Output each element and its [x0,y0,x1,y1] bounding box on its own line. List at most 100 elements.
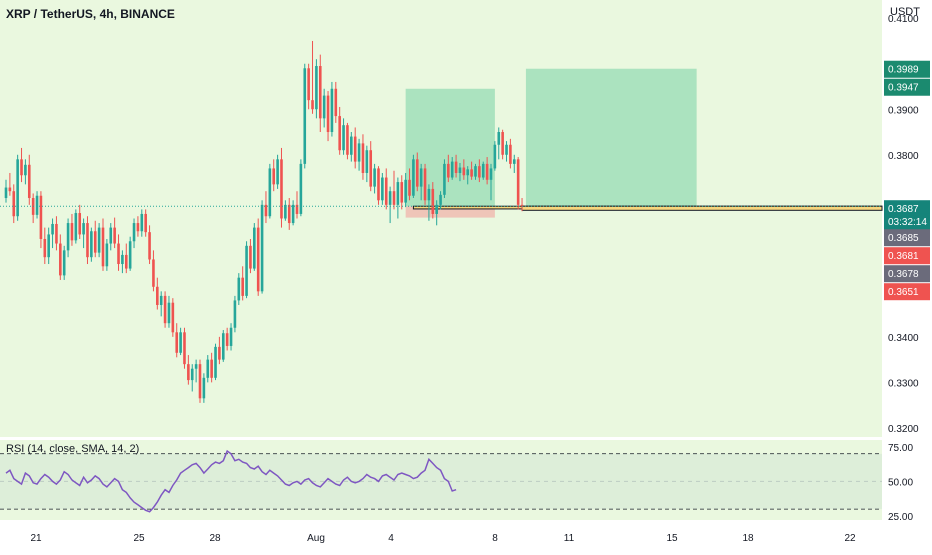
candle-body [264,204,268,217]
candle-body [148,232,151,260]
highlight-box[interactable] [521,205,883,211]
candle-body [198,364,202,399]
candle-body [253,227,256,269]
candle-body [338,116,341,151]
candle-body [509,144,512,164]
price-tick-label: 0.4100 [888,14,919,25]
candle-body [225,333,229,346]
candle-body [419,168,423,187]
price-label-text: 0.3681 [888,251,919,262]
price-tick-label: 0.3400 [888,333,919,344]
candle-body [330,88,334,133]
rsi-tick-label: 25.00 [888,512,913,523]
time-tick-label: 21 [30,533,42,544]
candle-body [489,168,493,180]
candle-body [82,223,85,235]
price-label-text: 0.3989 [888,65,919,76]
plot-background [0,0,882,437]
candle-body [466,169,470,176]
rsi-line [5,449,457,513]
candle-body [520,204,524,207]
price-tick-label: 0.3200 [888,424,919,435]
candle-body [229,327,233,346]
profit-zone[interactable] [405,88,495,207]
price-tick-label: 0.3900 [888,105,919,116]
candle-body [404,179,407,203]
price-label-box [884,213,930,231]
candle-body [249,245,252,269]
candle-body [97,227,101,253]
candle-body [221,333,225,360]
candle-body [346,125,349,155]
price-label-text: 0.3678 [888,269,919,280]
price-label-text: 0.3651 [888,287,919,298]
candle-body [505,144,508,155]
candle-body [78,213,82,235]
position-zones [405,68,883,218]
candle-body [190,368,194,381]
candle-body [55,223,58,244]
candle-body [16,159,19,217]
candle-body [342,125,345,151]
price-tick-label: 0.3800 [888,151,919,162]
candle-body [183,332,186,365]
candle-body [284,204,287,219]
candle-body [218,346,221,360]
candle-body [86,223,89,258]
candle-body [152,259,155,287]
candle-body [194,364,198,369]
time-tick-label: 8 [492,533,498,544]
candle-body [187,364,190,381]
price-tick-label: 0.3300 [888,378,919,389]
candle-body [478,166,481,178]
price-label-box [884,265,930,283]
price-label-text: 0.3947 [888,83,919,94]
rsi-band [0,453,882,509]
candle-body [481,163,485,178]
candle-body [431,188,435,214]
candle-body [241,277,244,296]
price-label-box [884,78,930,96]
candle-body [439,194,442,205]
candle-body [20,159,23,176]
candle-body [256,227,260,292]
candle-body [117,243,120,265]
candle-body [470,169,473,177]
candle-body [287,204,291,224]
price-label-text: 03:32:14 [888,217,927,228]
candle-body [474,166,477,177]
candle-body [62,250,66,276]
candle-body [280,159,283,219]
profit-zone[interactable] [525,68,697,207]
candle-body [334,88,338,117]
candle-body [105,243,109,267]
candle-body [384,177,388,205]
candle-body [109,227,113,244]
candle-body [128,241,132,269]
candle-body [311,100,314,110]
time-axis-background [0,520,882,550]
time-tick-label: 18 [742,533,754,544]
time-tick-label: 11 [564,533,575,544]
candle-body [353,136,357,162]
candle-body [4,187,8,199]
rsi-tick-label: 50.00 [888,477,913,488]
candle-body [276,159,279,185]
candle-body [365,150,369,173]
rsi-title: RSI (14, close, SMA, 14, 2) [6,443,140,455]
candle-body [260,204,264,292]
loss-zone[interactable] [405,206,495,218]
candle-body [272,168,276,185]
candle-body [214,346,217,378]
candle-body [377,168,380,201]
candle-body [435,204,438,214]
candle-body [206,359,210,378]
candle-body [400,182,404,203]
candle-body [501,132,504,155]
candle-body [369,150,373,187]
candle-body [237,277,241,301]
candle-body [179,332,182,353]
candle-body [167,302,171,324]
candle-body [156,286,159,305]
